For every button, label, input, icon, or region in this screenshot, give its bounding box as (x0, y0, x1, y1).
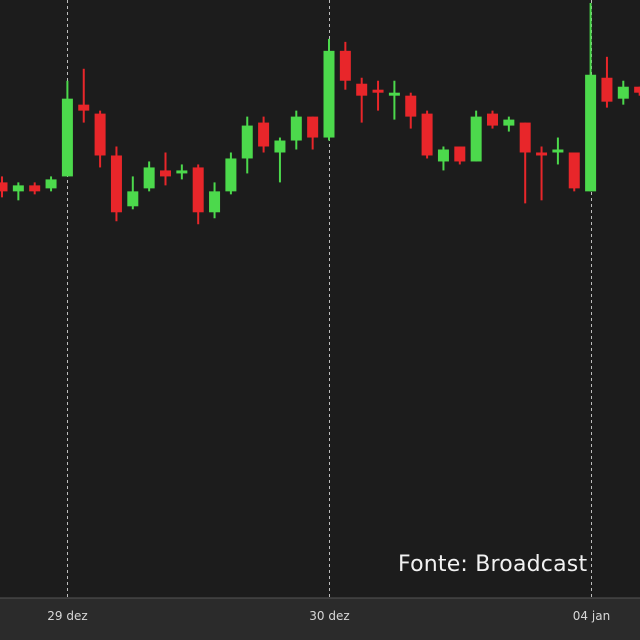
candle-up (585, 2, 597, 192)
candle-up (176, 164, 188, 180)
candle-up (12, 182, 24, 201)
candle-body (356, 83, 368, 96)
candle-up (470, 110, 482, 162)
candle-down (601, 56, 613, 108)
candle-body (405, 95, 417, 117)
candle-up (127, 176, 139, 210)
candle-body (209, 191, 221, 213)
candle-body (78, 104, 90, 111)
candle-body (536, 152, 548, 156)
candle-down (307, 116, 319, 150)
candle-down (372, 80, 384, 111)
candle-down (192, 164, 204, 225)
candle-body (519, 122, 531, 153)
candle-up (274, 137, 286, 183)
candle-body (0, 182, 8, 192)
candle-down (536, 146, 548, 201)
candle-up (552, 137, 564, 165)
candle-body (61, 98, 73, 177)
candle-down (454, 146, 466, 165)
candle-down (339, 41, 351, 90)
candle-up (437, 146, 449, 171)
candle-body (12, 185, 24, 192)
candle-body (372, 89, 384, 93)
candle-down (405, 92, 417, 129)
candle-down (0, 176, 8, 198)
x-tick-labels: 29 dez 30 dez 04 jan (47, 609, 610, 623)
candle-up (61, 80, 73, 177)
candle-up (617, 80, 629, 105)
candle-body (307, 116, 319, 138)
candle-down (110, 146, 122, 222)
candle-down (519, 122, 531, 204)
candle-down (78, 68, 90, 123)
candle-body (143, 167, 155, 189)
candle-body (323, 50, 335, 138)
candle-body (617, 86, 629, 99)
candle-down (94, 110, 106, 168)
candle-body (274, 140, 286, 153)
x-tick-label: 29 dez (47, 609, 87, 623)
x-tick-label: 04 jan (573, 609, 610, 623)
candle-body (339, 50, 351, 81)
candle-body (127, 191, 139, 207)
candle-up (45, 176, 57, 192)
candle-up (241, 116, 253, 174)
candle-body (601, 77, 613, 102)
x-tick-label: 30 dez (309, 609, 349, 623)
candle-down (356, 77, 368, 123)
candle-down (568, 152, 580, 192)
candle-body (290, 116, 302, 141)
candle-up (209, 182, 221, 219)
candle-up (225, 152, 237, 195)
candle-body (29, 185, 41, 192)
candle-body (176, 170, 188, 174)
candle-body (388, 92, 400, 96)
candle-body (94, 113, 106, 156)
candle-body (421, 113, 433, 156)
candle-body (110, 155, 122, 213)
plot-background (0, 0, 640, 598)
candle-body (585, 74, 597, 192)
x-axis-band (0, 598, 640, 640)
candle-up (388, 80, 400, 120)
candle-down (29, 182, 41, 195)
candle-up (143, 161, 155, 192)
candle-body (487, 113, 498, 126)
candle-body (568, 152, 580, 189)
candle-down (258, 116, 270, 153)
candle-body (552, 149, 564, 153)
candle-down (487, 110, 498, 129)
session-guides (67, 0, 592, 598)
candles-layer (0, 2, 640, 225)
candle-body (470, 116, 482, 162)
candle-down (421, 110, 433, 159)
candle-body (160, 170, 171, 177)
candle-body (192, 167, 204, 213)
candle-body (634, 86, 640, 93)
candle-body (258, 122, 270, 147)
candle-body (45, 179, 57, 189)
candle-up (503, 116, 515, 132)
candle-body (225, 158, 237, 192)
source-credit: Fonte: Broadcast (398, 552, 588, 577)
candle-body (437, 149, 449, 162)
candle-body (454, 146, 466, 162)
candle-body (241, 125, 253, 159)
candle-down (160, 152, 171, 186)
candle-up (290, 110, 302, 150)
candle-up (323, 38, 335, 141)
candle-body (503, 119, 515, 126)
